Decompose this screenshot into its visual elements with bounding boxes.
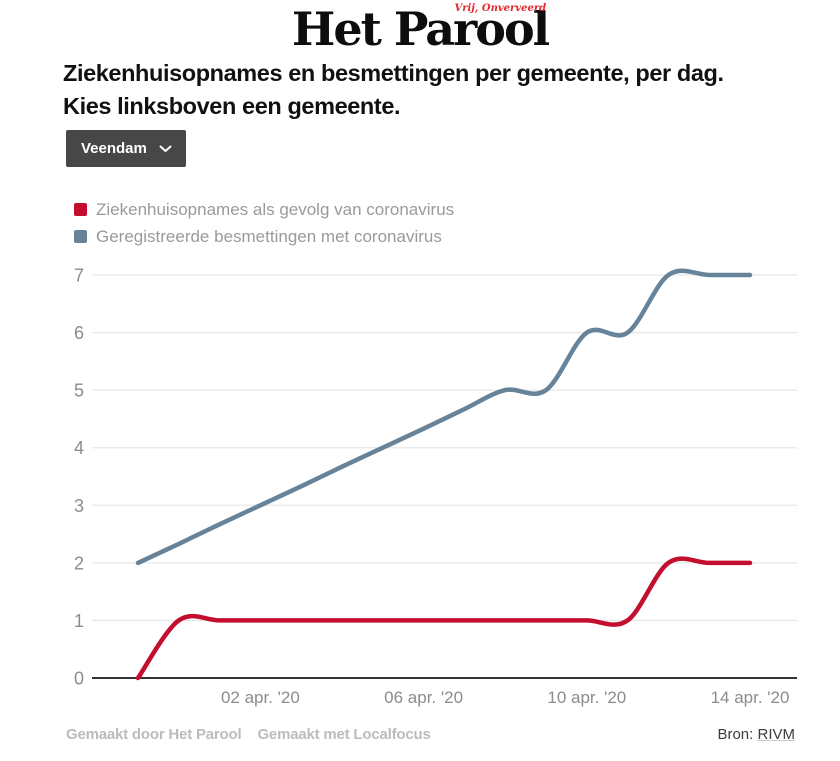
chart-canvas: 0 1 2 3 4 5 6 7 02 apr. '20 06 apr. '20 10 apr. '2… bbox=[74, 266, 797, 707]
footer-credits: Gemaakt door Het Parool Gemaakt met Local… bbox=[66, 726, 447, 743]
legend-item-infections: Geregistreerde besmettingen met coronavi… bbox=[74, 223, 454, 250]
series-line-hospital bbox=[135, 556, 753, 681]
y-axis-tick-label: 2 bbox=[74, 553, 84, 573]
series-line-infections bbox=[135, 268, 753, 566]
page-title: Ziekenhuisopnames en besmettingen per ge… bbox=[63, 57, 803, 123]
x-axis-tick-label: 06 apr. '20 bbox=[384, 688, 463, 707]
het-parool-logo: Vrij, Onverveerd Het Parool bbox=[291, 2, 550, 56]
credit-localfocus: Gemaakt met Localfocus bbox=[257, 726, 431, 743]
source-link-rivm[interactable]: RIVM bbox=[757, 726, 796, 743]
x-axis-tick-label: 14 apr. '20 bbox=[711, 688, 790, 707]
credit-het-parool: Gemaakt door Het Parool bbox=[66, 726, 242, 743]
legend-item-hospital: Ziekenhuisopnames als gevolg van coronav… bbox=[74, 196, 454, 223]
y-axis-tick-label: 0 bbox=[74, 669, 84, 689]
chevron-down-icon bbox=[159, 141, 172, 156]
y-axis-tick-label: 3 bbox=[74, 496, 84, 516]
y-axis-tick-label: 4 bbox=[74, 438, 84, 458]
legend-swatch-blue bbox=[74, 230, 87, 243]
municipality-dropdown-value: Veendam bbox=[81, 140, 147, 157]
y-axis-tick-label: 1 bbox=[74, 611, 84, 631]
municipality-dropdown[interactable]: Veendam bbox=[66, 130, 186, 167]
source-label: Bron: bbox=[717, 726, 754, 743]
legend-label: Geregistreerde besmettingen met coronavi… bbox=[96, 226, 442, 246]
logo-tagline: Vrij, Onverveerd bbox=[454, 3, 547, 14]
x-axis-tick-label: 10 apr. '20 bbox=[547, 688, 626, 707]
legend-swatch-red bbox=[74, 203, 87, 216]
y-axis-tick-label: 7 bbox=[74, 266, 84, 286]
footer: Gemaakt door Het Parool Gemaakt met Local… bbox=[0, 726, 840, 750]
y-axis-tick-label: 6 bbox=[74, 323, 84, 343]
logo-title: Het Parool bbox=[291, 2, 550, 56]
page-title-line2: Kies linksboven een gemeente. bbox=[63, 93, 401, 119]
line-chart: 0 1 2 3 4 5 6 7 02 apr. '20 06 apr. '20 10 apr. '2… bbox=[0, 252, 840, 712]
x-axis-tick-label: 02 apr. '20 bbox=[221, 688, 300, 707]
y-axis-tick-label: 5 bbox=[74, 381, 84, 401]
page-title-line1: Ziekenhuisopnames en besmettingen per ge… bbox=[63, 60, 724, 86]
masthead: Vrij, Onverveerd Het Parool bbox=[0, 2, 840, 56]
source-note: Bron: RIVM bbox=[717, 726, 795, 743]
legend-label: Ziekenhuisopnames als gevolg van coronav… bbox=[96, 199, 455, 219]
chart-legend: Ziekenhuisopnames als gevolg van coronav… bbox=[74, 196, 454, 250]
